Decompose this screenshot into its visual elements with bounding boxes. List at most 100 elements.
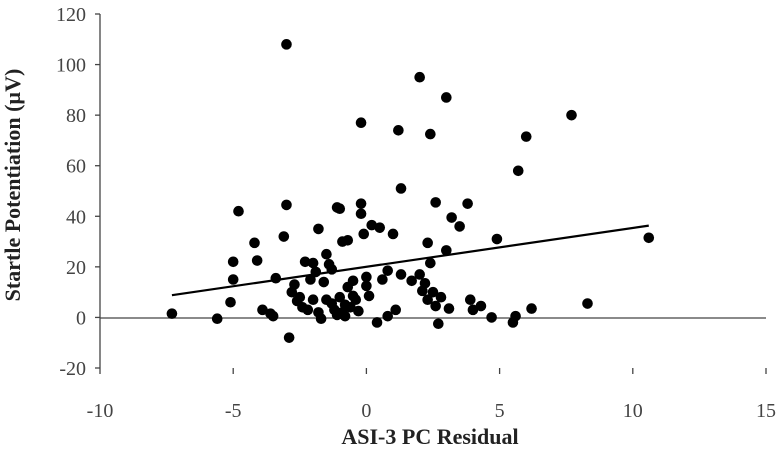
data-point — [371, 317, 383, 328]
trendline — [171, 224, 649, 297]
data-point — [339, 310, 351, 322]
data-point — [441, 245, 452, 256]
data-point — [467, 304, 479, 316]
data-point — [443, 303, 455, 314]
data-point — [395, 183, 407, 194]
data-point — [225, 296, 236, 308]
data-point — [582, 298, 593, 309]
data-point — [278, 231, 290, 242]
data-point — [227, 256, 239, 268]
data-point — [302, 304, 314, 316]
data-point — [347, 275, 359, 287]
axes — [99, 14, 766, 368]
data-point — [430, 197, 441, 208]
data-point — [446, 212, 457, 223]
y-tick-label: -20 — [59, 358, 86, 380]
data-point — [454, 221, 465, 232]
data-point — [425, 257, 436, 269]
data-point — [363, 290, 375, 302]
x-tick-label: -10 — [87, 400, 114, 422]
data-points — [166, 39, 655, 343]
y-tick-label: 60 — [66, 156, 86, 178]
data-point — [422, 294, 433, 306]
data-point — [281, 199, 292, 211]
data-point — [294, 291, 306, 303]
x-tick-label: 0 — [361, 400, 371, 422]
data-point — [318, 276, 330, 288]
data-point — [289, 279, 300, 290]
data-point — [382, 265, 394, 276]
data-point — [270, 272, 282, 284]
data-point — [377, 274, 388, 285]
data-point — [475, 300, 487, 312]
y-tick-label: 100 — [56, 55, 86, 77]
data-point — [315, 313, 327, 324]
data-point — [387, 228, 399, 240]
data-point — [334, 203, 346, 214]
data-point — [433, 318, 444, 330]
data-point — [395, 269, 407, 280]
y-tick-label: 80 — [66, 105, 86, 127]
data-point — [355, 198, 367, 209]
data-point — [441, 92, 452, 103]
y-tick-label: 120 — [56, 4, 86, 26]
data-point — [464, 294, 476, 306]
data-point — [267, 310, 279, 322]
x-tick-label: 15 — [756, 400, 776, 422]
data-point — [211, 313, 223, 324]
data-point — [526, 303, 537, 314]
data-point — [361, 271, 372, 283]
data-point — [382, 310, 394, 322]
x-tick-label: 10 — [623, 400, 643, 422]
data-point — [643, 232, 655, 244]
y-tick-label: 40 — [66, 206, 86, 228]
data-point — [251, 255, 263, 266]
data-point — [414, 71, 425, 83]
data-point — [390, 304, 402, 316]
data-point — [425, 128, 436, 140]
data-point — [227, 274, 239, 285]
data-point — [491, 233, 503, 245]
data-point — [345, 302, 356, 313]
data-point — [355, 117, 367, 129]
data-point — [486, 312, 497, 323]
data-point — [321, 248, 332, 260]
data-point — [566, 109, 577, 121]
data-point — [361, 280, 372, 292]
data-point — [342, 235, 354, 246]
data-point — [233, 205, 244, 217]
data-point — [350, 294, 362, 306]
data-point — [520, 131, 532, 142]
data-point — [422, 237, 433, 249]
y-tick-label: 20 — [66, 257, 86, 279]
data-point — [462, 198, 473, 209]
data-point — [414, 269, 425, 280]
data-point — [406, 275, 417, 287]
data-point — [366, 219, 378, 231]
data-point — [430, 300, 441, 312]
data-point — [393, 125, 404, 136]
data-point — [305, 274, 316, 285]
data-point — [283, 332, 295, 343]
x-tick-label: -5 — [225, 400, 242, 422]
data-point — [419, 277, 431, 289]
data-point — [307, 257, 319, 269]
data-point — [358, 228, 370, 240]
data-point — [166, 308, 178, 319]
data-point — [334, 291, 346, 303]
x-axis-title: ASI-3 PC Residual — [341, 424, 518, 449]
data-point — [313, 223, 324, 235]
y-tick-label: 0 — [76, 307, 86, 329]
data-point — [435, 291, 447, 303]
data-point — [249, 237, 260, 249]
data-point — [355, 208, 367, 220]
x-tick-label: 5 — [495, 400, 505, 422]
axis-ticks: -20 0 20 40 60 80 100 120 -10 -5 0 5 10 15 — [56, 4, 776, 422]
data-point — [299, 256, 311, 268]
data-point — [257, 304, 268, 316]
data-point — [374, 222, 386, 233]
data-point — [510, 310, 521, 322]
trendline-group — [171, 224, 649, 297]
data-point — [427, 286, 439, 298]
